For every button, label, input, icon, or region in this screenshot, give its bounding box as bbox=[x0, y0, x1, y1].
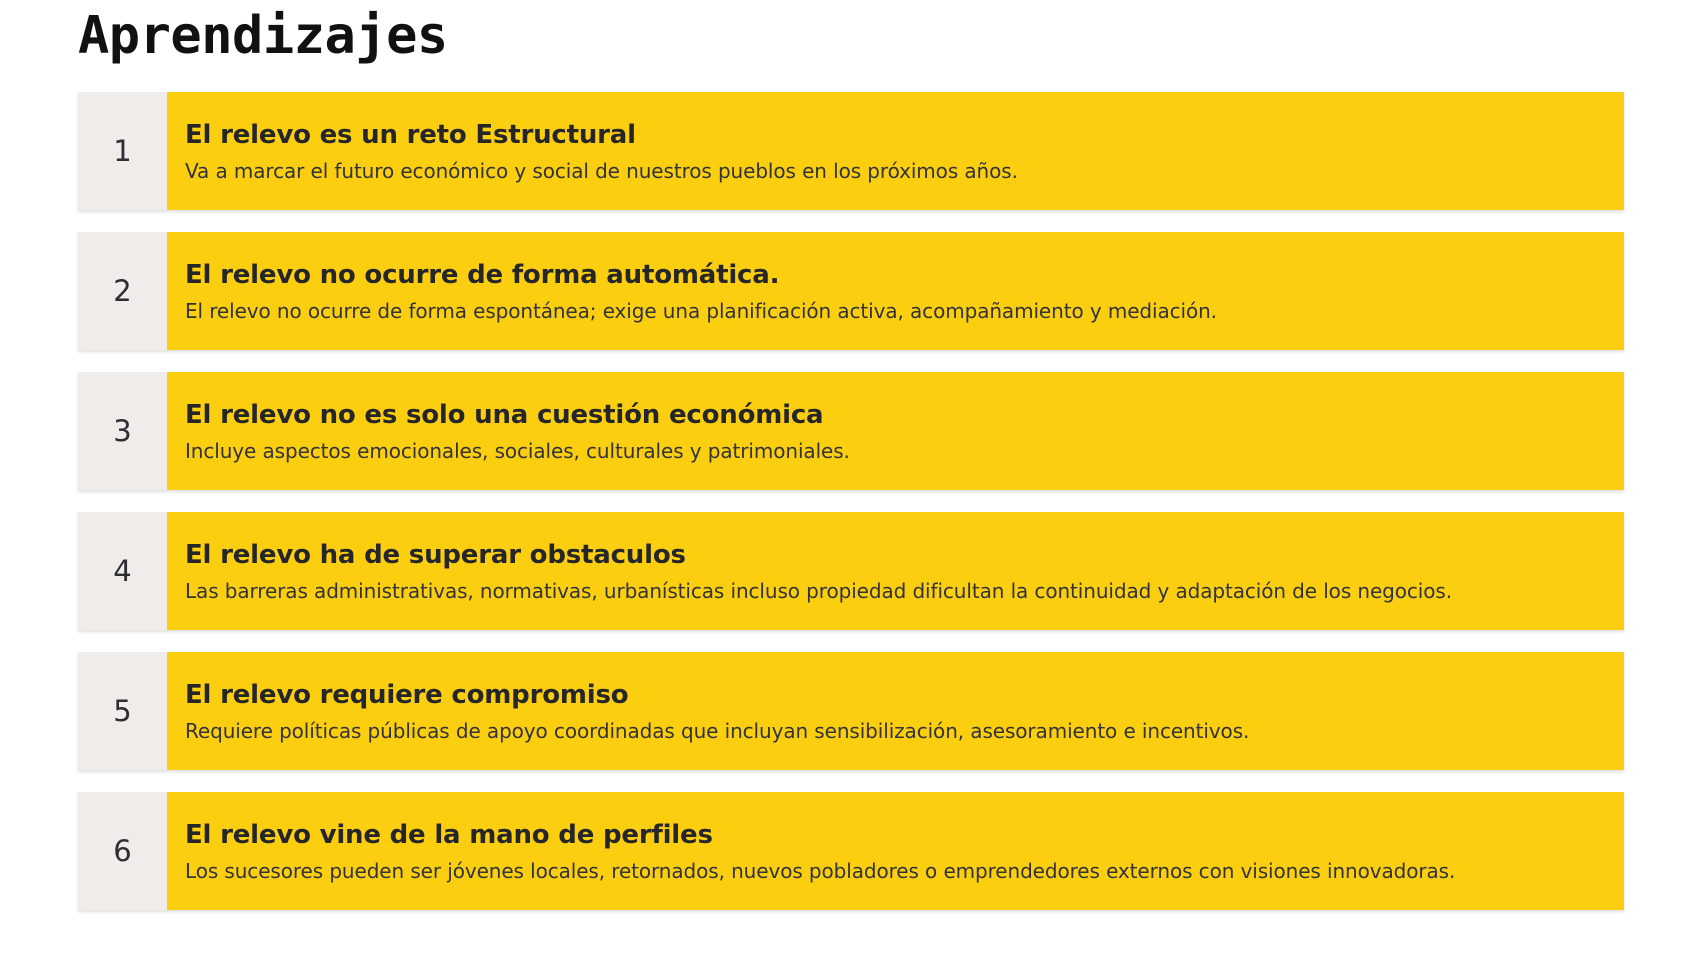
list-item-description: Los sucesores pueden ser jóvenes locales… bbox=[185, 858, 1456, 883]
list-item-number: 3 bbox=[78, 372, 167, 490]
list-item[interactable]: 4 El relevo ha de superar obstaculos Las… bbox=[78, 512, 1624, 630]
list-item[interactable]: 5 El relevo requiere compromiso Requiere… bbox=[78, 652, 1624, 770]
list-item-description: Requiere políticas públicas de apoyo coo… bbox=[185, 718, 1250, 743]
list-item-content: El relevo requiere compromiso Requiere p… bbox=[167, 652, 1624, 770]
list-item-content: El relevo no ocurre de forma automática.… bbox=[167, 232, 1624, 350]
list-item-title: El relevo vine de la mano de perfiles bbox=[185, 819, 713, 850]
page-title: Aprendizajes bbox=[78, 6, 448, 66]
list-item-title: El relevo ha de superar obstaculos bbox=[185, 539, 686, 570]
list-item-content: El relevo es un reto Estructural Va a ma… bbox=[167, 92, 1624, 210]
list-item-title: El relevo es un reto Estructural bbox=[185, 119, 636, 150]
list-item-number: 5 bbox=[78, 652, 167, 770]
list-item-number: 4 bbox=[78, 512, 167, 630]
list-item[interactable]: 1 El relevo es un reto Estructural Va a … bbox=[78, 92, 1624, 210]
list-item-title: El relevo no es solo una cuestión económ… bbox=[185, 399, 824, 430]
list-item-number: 1 bbox=[78, 92, 167, 210]
list-item-description: Va a marcar el futuro económico y social… bbox=[185, 158, 1018, 183]
list-item[interactable]: 3 El relevo no es solo una cuestión econ… bbox=[78, 372, 1624, 490]
list-item-number: 2 bbox=[78, 232, 167, 350]
list-item-description: Las barreras administrativas, normativas… bbox=[185, 578, 1452, 603]
learnings-list: 1 El relevo es un reto Estructural Va a … bbox=[78, 92, 1624, 910]
list-item-title: El relevo requiere compromiso bbox=[185, 679, 629, 710]
list-item-number: 6 bbox=[78, 792, 167, 910]
list-item[interactable]: 6 El relevo vine de la mano de perfiles … bbox=[78, 792, 1624, 910]
list-item[interactable]: 2 El relevo no ocurre de forma automátic… bbox=[78, 232, 1624, 350]
list-item-description: Incluye aspectos emocionales, sociales, … bbox=[185, 438, 850, 463]
list-item-content: El relevo no es solo una cuestión económ… bbox=[167, 372, 1624, 490]
list-item-content: El relevo vine de la mano de perfiles Lo… bbox=[167, 792, 1624, 910]
list-item-title: El relevo no ocurre de forma automática. bbox=[185, 259, 780, 290]
list-item-content: El relevo ha de superar obstaculos Las b… bbox=[167, 512, 1624, 630]
list-item-description: El relevo no ocurre de forma espontánea;… bbox=[185, 298, 1217, 323]
